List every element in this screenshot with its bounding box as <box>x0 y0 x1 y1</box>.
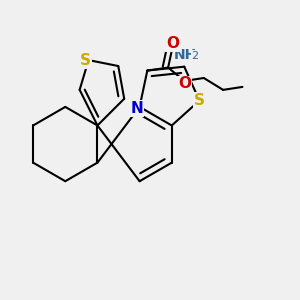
Text: NH: NH <box>174 48 197 62</box>
Text: N: N <box>131 101 144 116</box>
Text: S: S <box>194 93 205 108</box>
Text: 2: 2 <box>191 51 198 61</box>
Text: O: O <box>178 76 191 92</box>
Text: S: S <box>80 52 91 68</box>
Text: O: O <box>166 36 179 51</box>
